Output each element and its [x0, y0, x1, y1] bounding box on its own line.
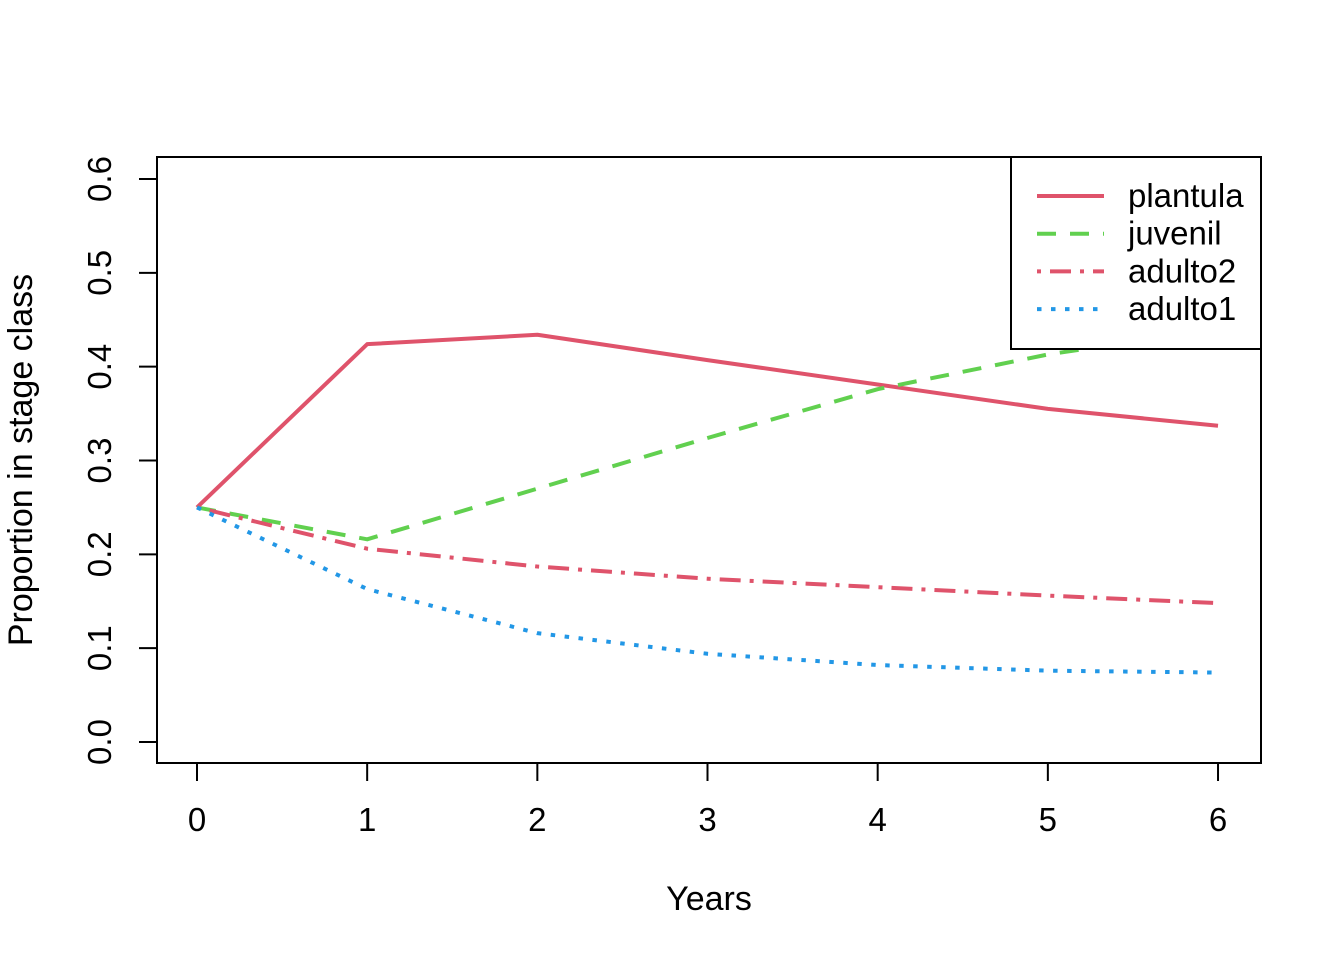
x-axis: 0 1 2 3 4 5 6 — [188, 763, 1227, 838]
x-tick-label: 4 — [869, 801, 887, 838]
x-tick-label: 5 — [1039, 801, 1057, 838]
series-lines — [195, 327, 1219, 675]
legend-label-adulto1: adulto1 — [1128, 290, 1236, 327]
y-axis-title: Proportion in stage class — [2, 274, 40, 646]
y-tick-label: 0.2 — [81, 531, 118, 577]
y-tick-label: 0.4 — [81, 344, 118, 390]
y-tick-label: 0.3 — [81, 438, 118, 484]
series-line-adulto2 — [196, 505, 1219, 606]
legend-label-adulto2: adulto2 — [1128, 252, 1236, 289]
legend-box — [1010, 156, 1262, 350]
legend-label-juvenil: juvenil — [1127, 215, 1222, 252]
series-line-adulto1 — [196, 505, 1219, 675]
y-tick-label: 0.0 — [81, 719, 118, 765]
y-tick-label: 0.6 — [81, 156, 118, 202]
x-tick-label: 3 — [698, 801, 716, 838]
legend-label-plantula: plantula — [1128, 177, 1244, 214]
y-tick-label: 0.5 — [81, 250, 118, 296]
x-tick-label: 1 — [358, 801, 376, 838]
x-axis-title: Years — [666, 880, 752, 918]
y-axis: 0.0 0.1 0.2 0.3 0.4 0.5 0.6 — [81, 156, 157, 765]
series-line-juvenil — [196, 327, 1219, 542]
x-tick-label: 2 — [528, 801, 546, 838]
x-tick-label: 6 — [1209, 801, 1227, 838]
x-tick-label: 0 — [188, 801, 206, 838]
series-line-plantula — [195, 332, 1219, 509]
y-tick-label: 0.1 — [81, 625, 118, 671]
